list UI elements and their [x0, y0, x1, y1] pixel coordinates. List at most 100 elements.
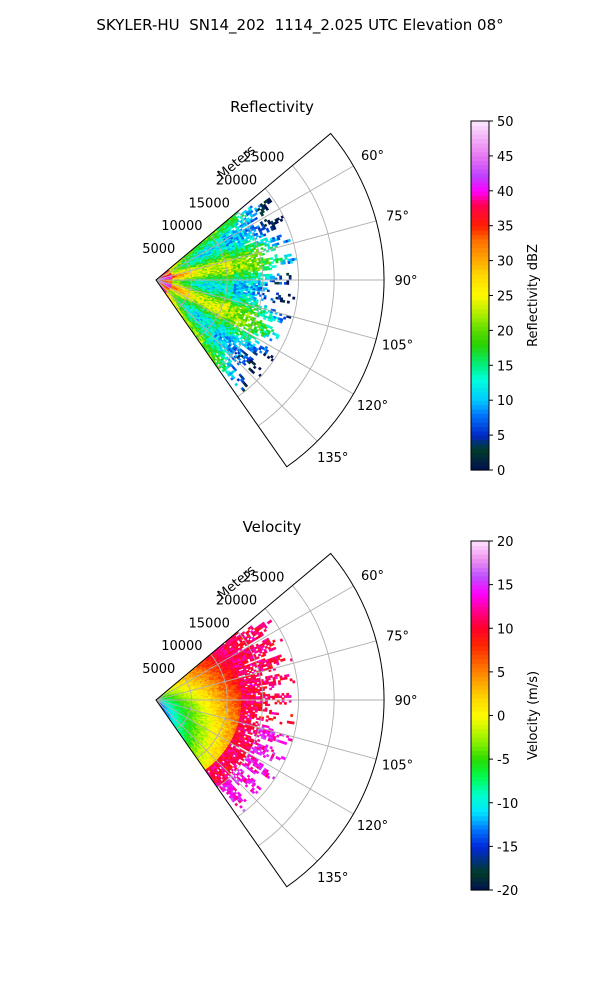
data-cell [276, 281, 280, 285]
figure-title: SKYLER-HU SN14_202 1114_2.025 UTC Elevat… [96, 16, 504, 34]
data-cell [261, 252, 266, 256]
data-cell [245, 289, 249, 292]
colorbar-segment [471, 173, 489, 179]
data-cell [278, 234, 283, 238]
data-cell [245, 281, 249, 284]
data-cell [264, 268, 268, 271]
colorbar-segment [471, 339, 489, 345]
data-cell [252, 365, 257, 370]
colorbar-segment [471, 182, 489, 188]
data-cell [269, 267, 273, 271]
colorbar-segment [471, 360, 489, 366]
colorbar-segment [471, 435, 489, 441]
colorbar-segment [471, 212, 489, 218]
data-cell [288, 253, 292, 257]
data-cell [264, 287, 268, 290]
data-cell [286, 300, 290, 304]
colorbar-segment [471, 142, 489, 148]
colorbar-segment [471, 234, 489, 240]
colorbar-segment [471, 155, 489, 161]
colorbar-tick-label: 15 [497, 359, 514, 374]
colorbar-segment [471, 147, 489, 153]
colorbar-segment [471, 400, 489, 406]
data-cell [246, 318, 251, 322]
colorbar-segment [471, 312, 489, 318]
colorbar-segment [471, 326, 489, 331]
data-cell [288, 275, 292, 278]
data-cell [269, 354, 274, 359]
colorbar-segment [471, 264, 489, 270]
colorbar-segment [471, 199, 489, 205]
data-cell [275, 260, 279, 264]
data-cell [279, 281, 283, 285]
colorbar-segment [471, 273, 489, 279]
data-cell [266, 355, 271, 360]
colorbar-segment [471, 286, 489, 292]
data-cell [253, 276, 256, 279]
colorbar-tick-label: 20 [497, 324, 514, 339]
data-cell [277, 237, 281, 241]
colorbar-segment [471, 321, 489, 327]
azimuth-grid-line [155, 279, 354, 395]
colorbar-segment [471, 251, 489, 257]
data-cell [284, 256, 288, 260]
colorbar-segment [471, 365, 489, 371]
data-cell [255, 281, 259, 284]
colorbar-segment [471, 186, 489, 192]
colorbar-segment [471, 317, 489, 323]
data-cell [248, 276, 252, 279]
colorbar-segment [471, 430, 489, 436]
colorbar-segment [471, 439, 489, 445]
data-cell [279, 275, 283, 279]
colorbar-label: Reflectivity dBZ [526, 244, 541, 347]
colorbar-segment [471, 461, 489, 467]
data-cell [292, 296, 296, 300]
colorbar-segment [471, 426, 489, 432]
colorbar-segment [471, 260, 489, 266]
colorbar-tick-label: 0 [497, 464, 505, 479]
data-cell [257, 276, 261, 279]
data-cell [247, 239, 251, 243]
colorbar-segment [471, 121, 489, 126]
data-cell [247, 268, 251, 271]
data-cell [250, 276, 254, 279]
range-tick-label: 10000 [161, 219, 202, 234]
colorbar-segment [471, 448, 489, 454]
data-cell [263, 296, 267, 300]
colorbar-segment [471, 221, 489, 227]
colorbar-segment [471, 413, 489, 419]
data-cell [270, 257, 274, 261]
data-cell [270, 261, 274, 265]
range-grid-arc [257, 165, 335, 427]
colorbar-segment [471, 168, 489, 174]
data-cell [256, 263, 260, 267]
colorbar-tick-label: 35 [497, 220, 514, 235]
colorbar-tick-label: 40 [497, 185, 514, 200]
colorbar-segment [471, 269, 489, 275]
data-cell [287, 238, 291, 243]
colorbar-tick-label: 5 [497, 429, 505, 444]
data-cell [257, 281, 261, 284]
colorbar-segment [471, 291, 489, 297]
data-cell [248, 283, 252, 286]
azimuth-tick-label: 60° [361, 149, 384, 164]
data-cell [241, 276, 245, 279]
colorbar-segment [471, 330, 489, 336]
data-cell [262, 233, 267, 237]
data-cell [286, 272, 290, 276]
colorbar-segment [471, 164, 489, 170]
data-cell [248, 299, 252, 303]
colorbar-segment [471, 369, 489, 375]
data-cell [264, 281, 268, 285]
colorbar-segment [471, 387, 489, 393]
data-cell [242, 288, 246, 292]
data-cell [275, 292, 280, 296]
data-cell [258, 350, 263, 354]
colorbar-tick-label: 45 [497, 150, 514, 165]
data-cell [263, 218, 268, 223]
colorbar-segment [471, 195, 489, 201]
range-tick-label: 15000 [189, 196, 230, 211]
colorbar-segment [471, 282, 489, 288]
